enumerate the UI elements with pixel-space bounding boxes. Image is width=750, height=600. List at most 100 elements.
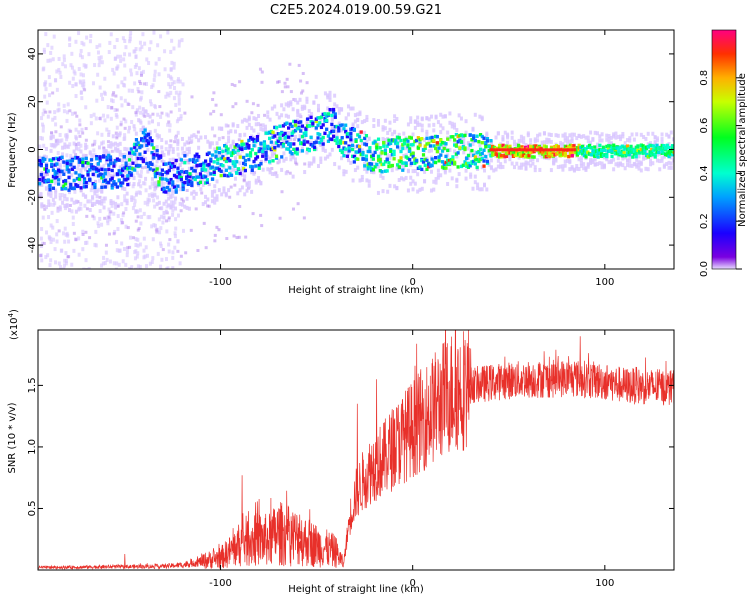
heatmap-cell bbox=[280, 113, 284, 118]
heatmap-cell bbox=[499, 162, 503, 167]
heatmap-cell bbox=[158, 206, 162, 210]
heatmap-cell bbox=[552, 148, 556, 152]
heatmap-cell bbox=[209, 112, 213, 116]
heatmap-cell bbox=[217, 155, 221, 160]
heatmap-cell bbox=[397, 132, 401, 137]
heatmap-cell bbox=[136, 156, 140, 161]
heatmap-cell bbox=[314, 94, 318, 99]
heatmap-cell bbox=[300, 141, 305, 146]
heatmap-cell bbox=[146, 136, 150, 141]
heatmap-cell bbox=[439, 130, 443, 135]
heatmap-cell bbox=[483, 168, 487, 173]
heatmap-cell bbox=[136, 163, 140, 168]
heatmap-cell bbox=[75, 114, 79, 118]
heatmap-cell bbox=[44, 186, 48, 191]
heatmap-cell bbox=[67, 175, 71, 180]
heatmap-cell bbox=[427, 117, 431, 122]
heatmap-cell bbox=[368, 146, 372, 150]
heatmap-cell bbox=[575, 166, 579, 171]
heatmap-cell bbox=[586, 138, 590, 143]
heatmap-cell bbox=[202, 161, 206, 165]
heatmap-cell bbox=[280, 190, 284, 194]
heatmap-cell bbox=[665, 151, 669, 155]
heatmap-cell bbox=[478, 147, 483, 151]
heatmap-cell bbox=[293, 134, 297, 139]
heatmap-cell bbox=[146, 197, 150, 202]
heatmap-cell bbox=[114, 141, 118, 146]
heatmap-cell bbox=[378, 160, 382, 164]
heatmap-cell bbox=[238, 155, 242, 159]
heatmap-cell bbox=[51, 168, 56, 172]
heatmap-cell bbox=[549, 139, 553, 144]
heatmap-cell bbox=[112, 261, 116, 266]
heatmap-cell bbox=[45, 230, 49, 235]
heatmap-cell bbox=[347, 146, 351, 150]
heatmap-cell bbox=[79, 90, 83, 95]
heatmap-cell bbox=[402, 138, 407, 142]
heatmap-cell bbox=[57, 229, 61, 233]
heatmap-cell bbox=[257, 132, 261, 137]
heatmap-cell bbox=[240, 139, 244, 144]
heatmap-cell bbox=[271, 146, 275, 151]
heatmap-cell bbox=[106, 105, 110, 110]
heatmap-cell bbox=[512, 148, 516, 152]
colorbar-tick-label: 0.4 bbox=[699, 165, 710, 181]
heatmap-cell bbox=[116, 195, 120, 200]
heatmap-cell bbox=[212, 172, 216, 176]
heatmap-cell bbox=[644, 145, 649, 149]
heatmap-cell bbox=[651, 131, 655, 136]
heatmap-cell bbox=[141, 69, 145, 74]
heatmap-cell bbox=[168, 147, 172, 152]
heatmap-cell bbox=[222, 189, 226, 194]
heatmap-cell bbox=[108, 217, 112, 222]
heatmap-cell bbox=[262, 142, 267, 146]
heatmap-cell bbox=[547, 148, 551, 152]
heatmap-cell bbox=[102, 151, 106, 156]
heatmap-cell bbox=[65, 164, 69, 169]
heatmap-cell bbox=[108, 158, 113, 162]
heatmap-cell bbox=[85, 35, 89, 40]
heatmap-cell bbox=[367, 183, 371, 188]
heatmap-cell bbox=[305, 150, 309, 155]
heatmap-cell bbox=[228, 158, 232, 163]
heatmap-cell bbox=[570, 132, 574, 137]
heatmap-cell bbox=[288, 122, 292, 126]
heatmap-cell bbox=[42, 143, 46, 148]
heatmap-cell bbox=[446, 137, 450, 141]
heatmap-cell bbox=[69, 159, 73, 163]
heatmap-cell bbox=[224, 159, 228, 164]
heatmap-cell bbox=[579, 161, 583, 166]
heatmap-cell bbox=[43, 167, 47, 171]
heatmap-cell bbox=[511, 152, 516, 156]
heatmap-cell bbox=[67, 168, 71, 172]
heatmap-cell bbox=[141, 125, 145, 130]
heatmap-cell bbox=[393, 118, 397, 123]
heatmap-cell bbox=[107, 167, 111, 172]
heatmap-cell bbox=[188, 172, 192, 176]
heatmap-cell bbox=[594, 149, 599, 154]
heatmap-cell bbox=[446, 162, 450, 166]
heatmap-cell bbox=[257, 163, 261, 168]
heatmap-cell bbox=[542, 131, 546, 136]
heatmap-cell bbox=[646, 152, 650, 157]
heatmap-cell bbox=[389, 164, 393, 168]
heatmap-cell bbox=[107, 207, 111, 212]
heatmap-cell bbox=[59, 265, 63, 269]
heatmap-cell bbox=[312, 141, 317, 145]
heatmap-cell bbox=[93, 139, 97, 144]
heatmap-cell bbox=[441, 143, 445, 148]
heatmap-cell bbox=[655, 152, 659, 157]
heatmap-cell bbox=[240, 119, 244, 124]
heatmap-cell bbox=[643, 148, 647, 153]
heatmap-cell bbox=[273, 172, 277, 177]
heatmap-cell bbox=[342, 169, 346, 174]
heatmap-cell bbox=[353, 113, 357, 118]
heatmap-cell bbox=[381, 125, 385, 130]
heatmap-cell bbox=[103, 168, 107, 172]
heatmap-cell bbox=[247, 115, 251, 120]
heatmap-cell bbox=[49, 50, 53, 55]
heatmap-cell bbox=[440, 160, 445, 164]
heatmap-cell bbox=[487, 162, 491, 167]
heatmap-cell bbox=[335, 136, 339, 140]
